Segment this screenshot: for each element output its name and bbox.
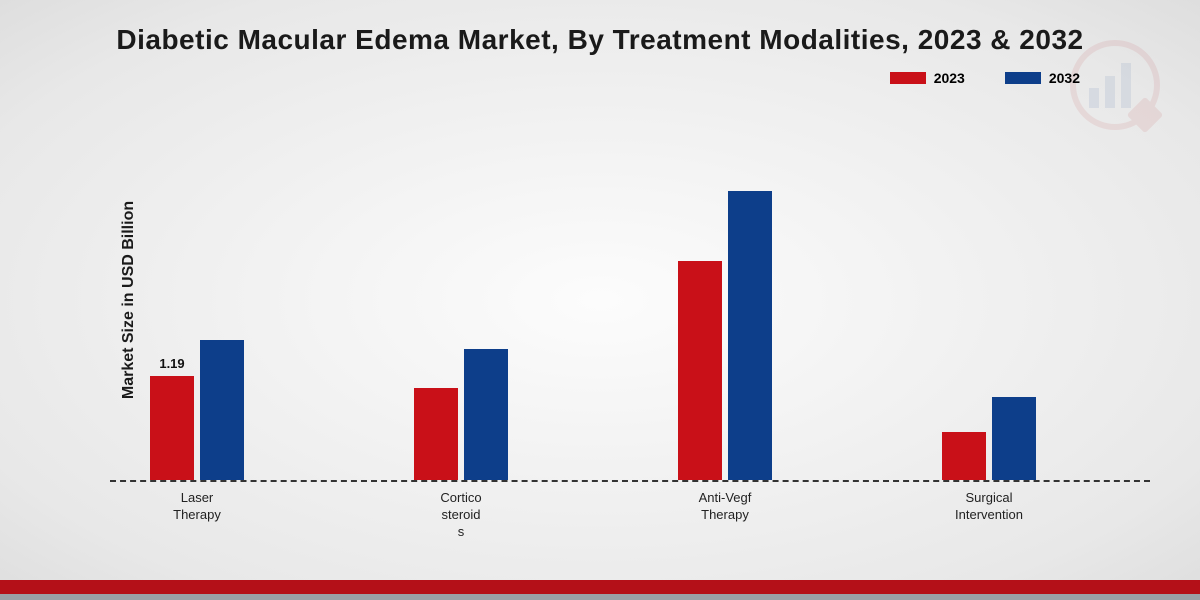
bar-antivegf-2032 (728, 191, 772, 480)
legend-swatch-2023 (890, 72, 926, 84)
plot-area (110, 130, 1150, 480)
footer-bar-gray (0, 594, 1200, 600)
chart-container: Diabetic Macular Edema Market, By Treatm… (0, 0, 1200, 600)
bar-cortico-2023 (414, 388, 458, 480)
legend: 2023 2032 (890, 70, 1080, 86)
bar-surgical-2032 (992, 397, 1036, 480)
x-label-antivegf: Anti-VegfTherapy (665, 490, 785, 524)
legend-swatch-2032 (1005, 72, 1041, 84)
legend-item-2023: 2023 (890, 70, 965, 86)
bar-surgical-2023 (942, 432, 986, 480)
x-axis-baseline (110, 480, 1150, 482)
legend-label-2032: 2032 (1049, 70, 1080, 86)
bar-laser-2023 (150, 376, 194, 480)
legend-item-2032: 2032 (1005, 70, 1080, 86)
legend-label-2023: 2023 (934, 70, 965, 86)
x-label-laser: LaserTherapy (137, 490, 257, 524)
x-label-cortico: Corticosteroids (401, 490, 521, 541)
watermark-bars (1089, 58, 1144, 108)
x-label-surgical: SurgicalIntervention (929, 490, 1049, 524)
chart-title: Diabetic Macular Edema Market, By Treatm… (0, 24, 1200, 56)
bar-laser-2032 (200, 340, 244, 480)
data-label: 1.19 (140, 356, 204, 371)
footer-bar (0, 580, 1200, 600)
bar-cortico-2032 (464, 349, 508, 480)
bar-antivegf-2023 (678, 261, 722, 480)
